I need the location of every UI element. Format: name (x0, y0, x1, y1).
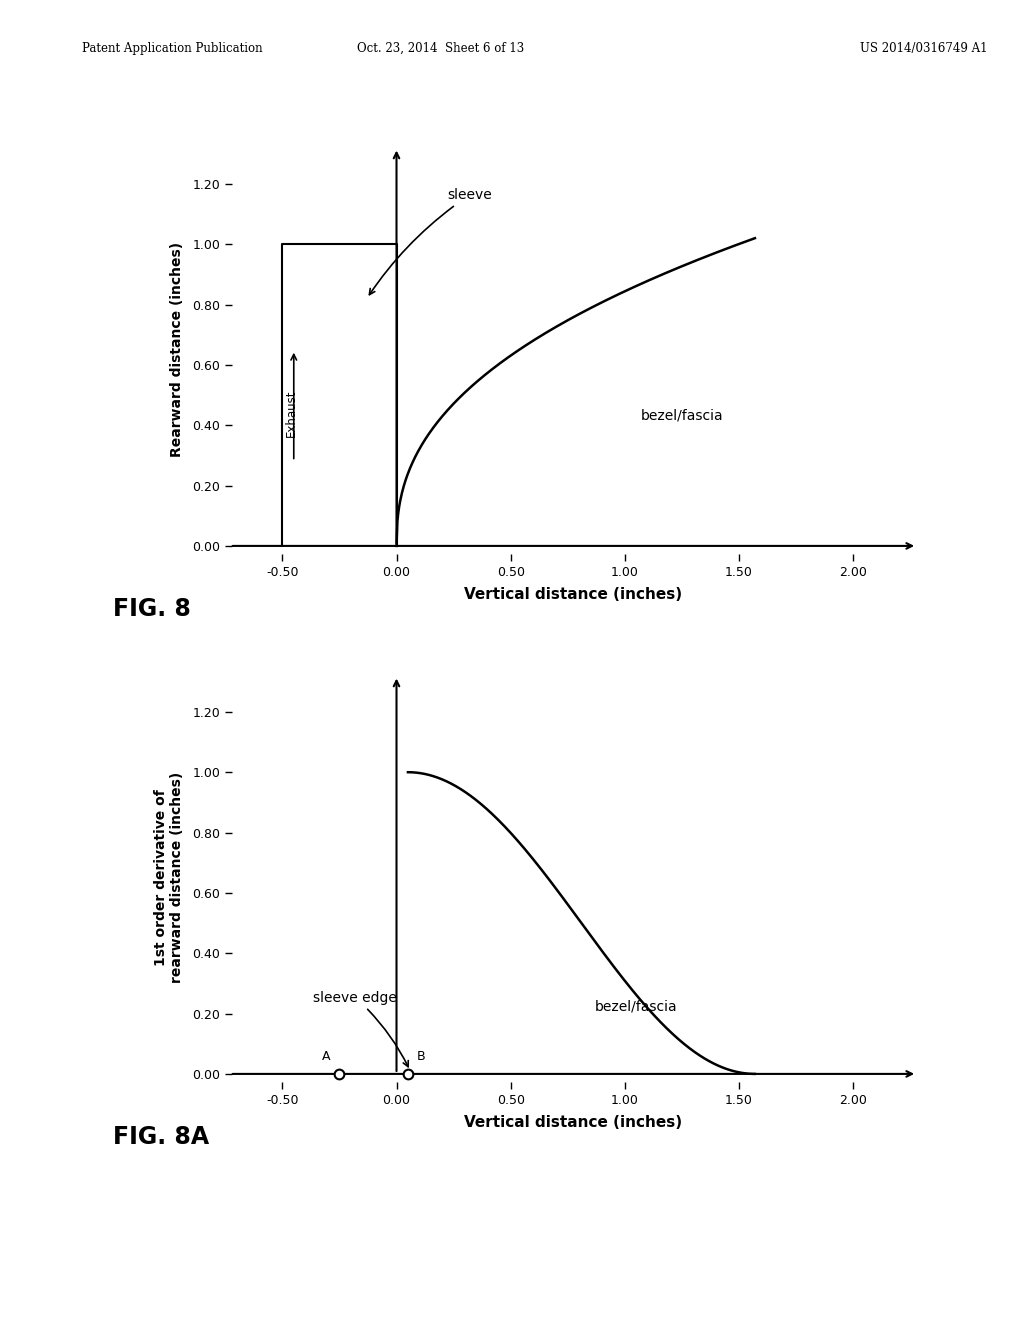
Text: US 2014/0316749 A1: US 2014/0316749 A1 (860, 42, 988, 55)
Text: sleeve edge: sleeve edge (313, 990, 409, 1067)
Text: Exhaust: Exhaust (285, 389, 298, 437)
Text: FIG. 8: FIG. 8 (113, 597, 190, 620)
X-axis label: Vertical distance (inches): Vertical distance (inches) (464, 1115, 683, 1130)
Text: bezel/fascia: bezel/fascia (595, 999, 678, 1014)
X-axis label: Vertical distance (inches): Vertical distance (inches) (464, 587, 683, 602)
Y-axis label: Rearward distance (inches): Rearward distance (inches) (170, 243, 184, 457)
Text: Oct. 23, 2014  Sheet 6 of 13: Oct. 23, 2014 Sheet 6 of 13 (356, 42, 524, 55)
Text: Patent Application Publication: Patent Application Publication (82, 42, 262, 55)
Text: sleeve: sleeve (370, 187, 492, 294)
Text: A: A (322, 1051, 331, 1064)
Y-axis label: 1st order derivative of
rearward distance (inches): 1st order derivative of rearward distanc… (154, 772, 184, 983)
Text: bezel/fascia: bezel/fascia (641, 408, 723, 422)
Text: FIG. 8A: FIG. 8A (113, 1125, 209, 1148)
Text: B: B (417, 1051, 426, 1064)
